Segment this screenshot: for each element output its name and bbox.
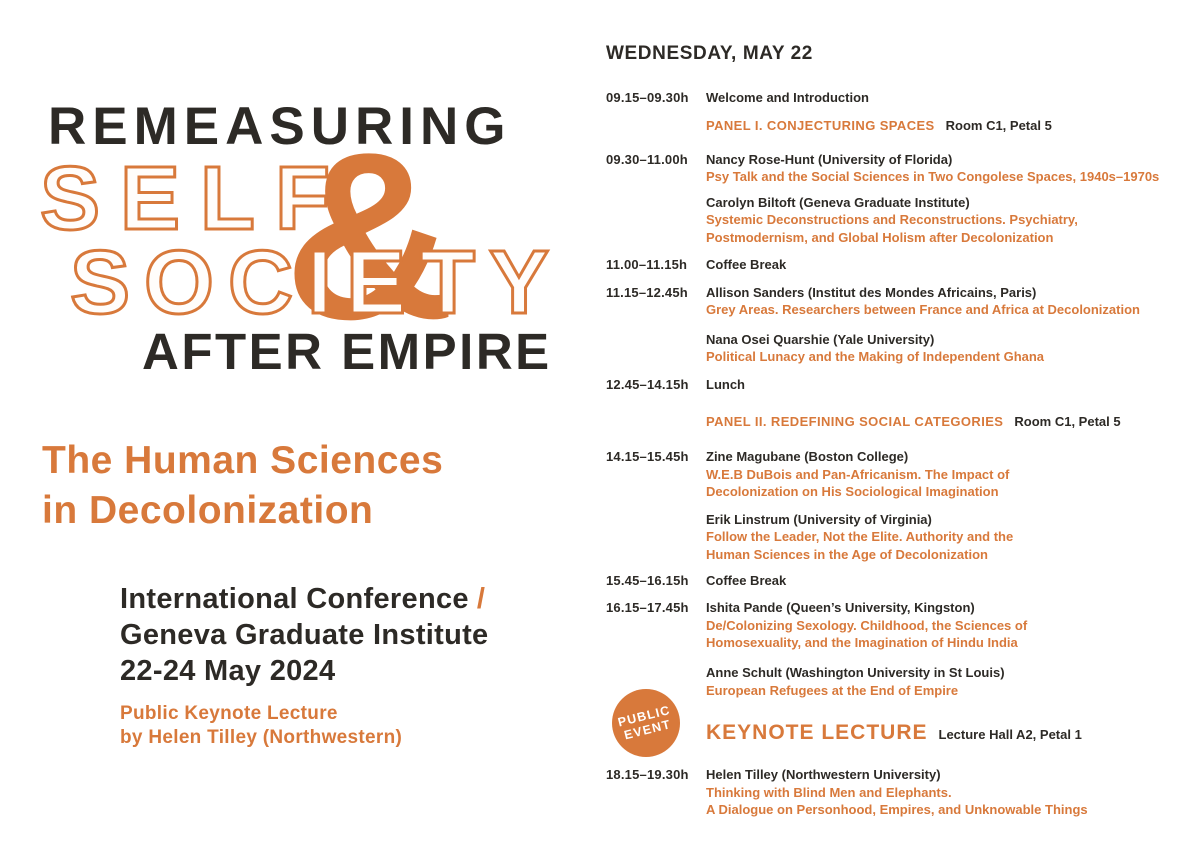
talk-title: Systemic Deconstructions and Reconstruct… — [706, 212, 1078, 227]
schedule-row-session: 14.15–15.45h Zine Magubane (Boston Colle… — [606, 448, 1198, 501]
title-self: SELF — [38, 149, 351, 249]
talk-title: Decolonization on His Sociological Imagi… — [706, 484, 999, 499]
public-keynote-note: Public Keynote Lecture by Helen Tilley (… — [120, 702, 402, 750]
title-ampersand: & — [284, 104, 456, 369]
talk-title: A Dialogue on Personhood, Empires, and U… — [706, 802, 1088, 817]
talk-title: European Refugees at the End of Empire — [706, 682, 959, 698]
speaker-name: Ishita Pande (Queen’s University, Kingst… — [706, 600, 975, 615]
schedule-row-break: 15.45–16.15h Coffee Break — [606, 572, 1198, 590]
public-event-badge-label: PUBLIC EVENT — [617, 703, 676, 743]
event-label: Lunch — [706, 376, 745, 392]
schedule-row-session: 09.30–11.00h Nancy Rose-Hunt (University… — [606, 151, 1198, 186]
time-label: 14.15–15.45h — [606, 449, 689, 464]
panel-room: Room C1, Petal 5 — [945, 117, 1052, 133]
talk-title: W.E.B DuBois and Pan-Africanism. The Imp… — [706, 466, 1010, 482]
conference-line2: Geneva Graduate Institute — [120, 619, 489, 651]
event-label: Welcome and Introduction — [706, 90, 869, 105]
talk-title: Follow the Leader, Not the Elite. Author… — [706, 529, 1014, 544]
conference-line1-text: International Conference — [120, 583, 469, 615]
time-label: 11.15–12.45h — [606, 284, 688, 300]
conference-slash: / — [476, 583, 486, 615]
schedule-row-panel2: PANEL II. REDEFINING SOCIAL CATEGORIES Ro… — [606, 413, 1198, 431]
schedule-row-session: Anne Schult (Washington University in St… — [606, 664, 1198, 699]
speaker-name: Zine Magubane (Boston College) — [706, 449, 909, 464]
title-after-empire: AFTER EMPIRE — [142, 323, 552, 380]
time-label: 15.45–16.15h — [606, 573, 689, 588]
schedule-row-panel1: PANEL I. CONJECTURING SPACES Room C1, Pet… — [606, 117, 1198, 135]
keynote-title: KEYNOTE LECTURE — [706, 721, 928, 744]
schedule-row-welcome: 09.15–09.30h Welcome and Introduction — [606, 89, 1198, 107]
speaker-name: Nancy Rose-Hunt (University of Florida) — [706, 151, 953, 167]
poster-subtitle: The Human Sciences in Decolonization — [42, 436, 443, 536]
speaker-name: Carolyn Biltoft (Geneva Graduate Institu… — [706, 194, 970, 210]
speaker-name: Anne Schult (Washington University in St… — [706, 665, 1005, 680]
schedule-row-session: Nana Osei Quarshie (Yale University) Pol… — [606, 331, 1198, 366]
panel-title: PANEL I. CONJECTURING SPACES — [706, 117, 935, 133]
time-label: 09.30–11.00h — [606, 151, 688, 167]
schedule-row-break: 11.00–11.15h Coffee Break — [606, 256, 1198, 274]
conference-line3: 22-24 May 2024 — [120, 655, 336, 687]
schedule-row-break: 12.45–14.15h Lunch — [606, 376, 1198, 394]
day-header: WEDNESDAY, MAY 22 — [606, 43, 813, 64]
schedule-row-session: 18.15–19.30h Helen Tilley (Northwestern … — [606, 766, 1198, 819]
schedule-row-session: Carolyn Biltoft (Geneva Graduate Institu… — [606, 194, 1198, 247]
speaker-name: Nana Osei Quarshie (Yale University) — [706, 331, 935, 347]
schedule-row-keynote: PUBLIC EVENT KEYNOTE LECTURE Lecture Hal… — [606, 689, 1198, 757]
talk-title: Thinking with Blind Men and Elephants. — [706, 784, 952, 800]
title-remeasuring: REMEASURING — [48, 97, 512, 156]
talk-title: Human Sciences in the Age of Decolonizat… — [706, 546, 988, 562]
conference-info: International Conference / Geneva Graduat… — [120, 581, 489, 689]
public-keynote-line1: Public Keynote Lecture — [120, 703, 338, 724]
title-society: SOCIETY — [68, 233, 564, 333]
talk-title: Psy Talk and the Social Sciences in Two … — [706, 169, 1160, 184]
time-label: 12.45–14.15h — [606, 376, 689, 392]
talk-title: Political Lunacy and the Making of Indep… — [706, 349, 1045, 364]
talk-title: Postmodernism, and Global Holism after D… — [706, 229, 1054, 245]
speaker-name: Allison Sanders (Institut des Mondes Afr… — [706, 284, 1037, 300]
schedule-row-session: 16.15–17.45h Ishita Pande (Queen’s Unive… — [606, 599, 1198, 652]
talk-title: Homosexuality, and the Imagination of Hi… — [706, 635, 1018, 650]
talk-title: De/Colonizing Sexology. Childhood, the S… — [706, 617, 1028, 633]
time-label: 11.00–11.15h — [606, 257, 688, 272]
panel-room: Room C1, Petal 5 — [1014, 414, 1121, 429]
event-label: Coffee Break — [706, 573, 787, 588]
time-label: 18.15–19.30h — [606, 767, 689, 782]
time-label: 16.15–17.45h — [606, 600, 689, 615]
conference-line1: International Conference / — [120, 581, 489, 617]
panel-title: PANEL II. REDEFINING SOCIAL CATEGORIES — [706, 414, 1004, 429]
public-event-badge: PUBLIC EVENT — [612, 689, 680, 757]
speaker-name: Helen Tilley (Northwestern University) — [706, 767, 941, 782]
talk-title: Grey Areas. Researchers between France a… — [706, 302, 1140, 317]
schedule-row-session: Erik Linstrum (University of Virginia) F… — [606, 511, 1198, 564]
schedule-column: WEDNESDAY, MAY 22 09.15–09.30h Welcome a… — [606, 44, 1198, 819]
keynote-room: Lecture Hall A2, Petal 1 — [938, 727, 1082, 742]
speaker-name: Erik Linstrum (University of Virginia) — [706, 511, 932, 527]
event-label: Coffee Break — [706, 257, 787, 272]
schedule-row-session: 11.15–12.45h Allison Sanders (Institut d… — [606, 284, 1198, 319]
subtitle-line2: in Decolonization — [42, 489, 374, 532]
time-label: 09.15–09.30h — [606, 90, 689, 105]
subtitle-line1: The Human Sciences — [42, 439, 444, 482]
public-keynote-line2: by Helen Tilley (Northwestern) — [120, 727, 403, 748]
